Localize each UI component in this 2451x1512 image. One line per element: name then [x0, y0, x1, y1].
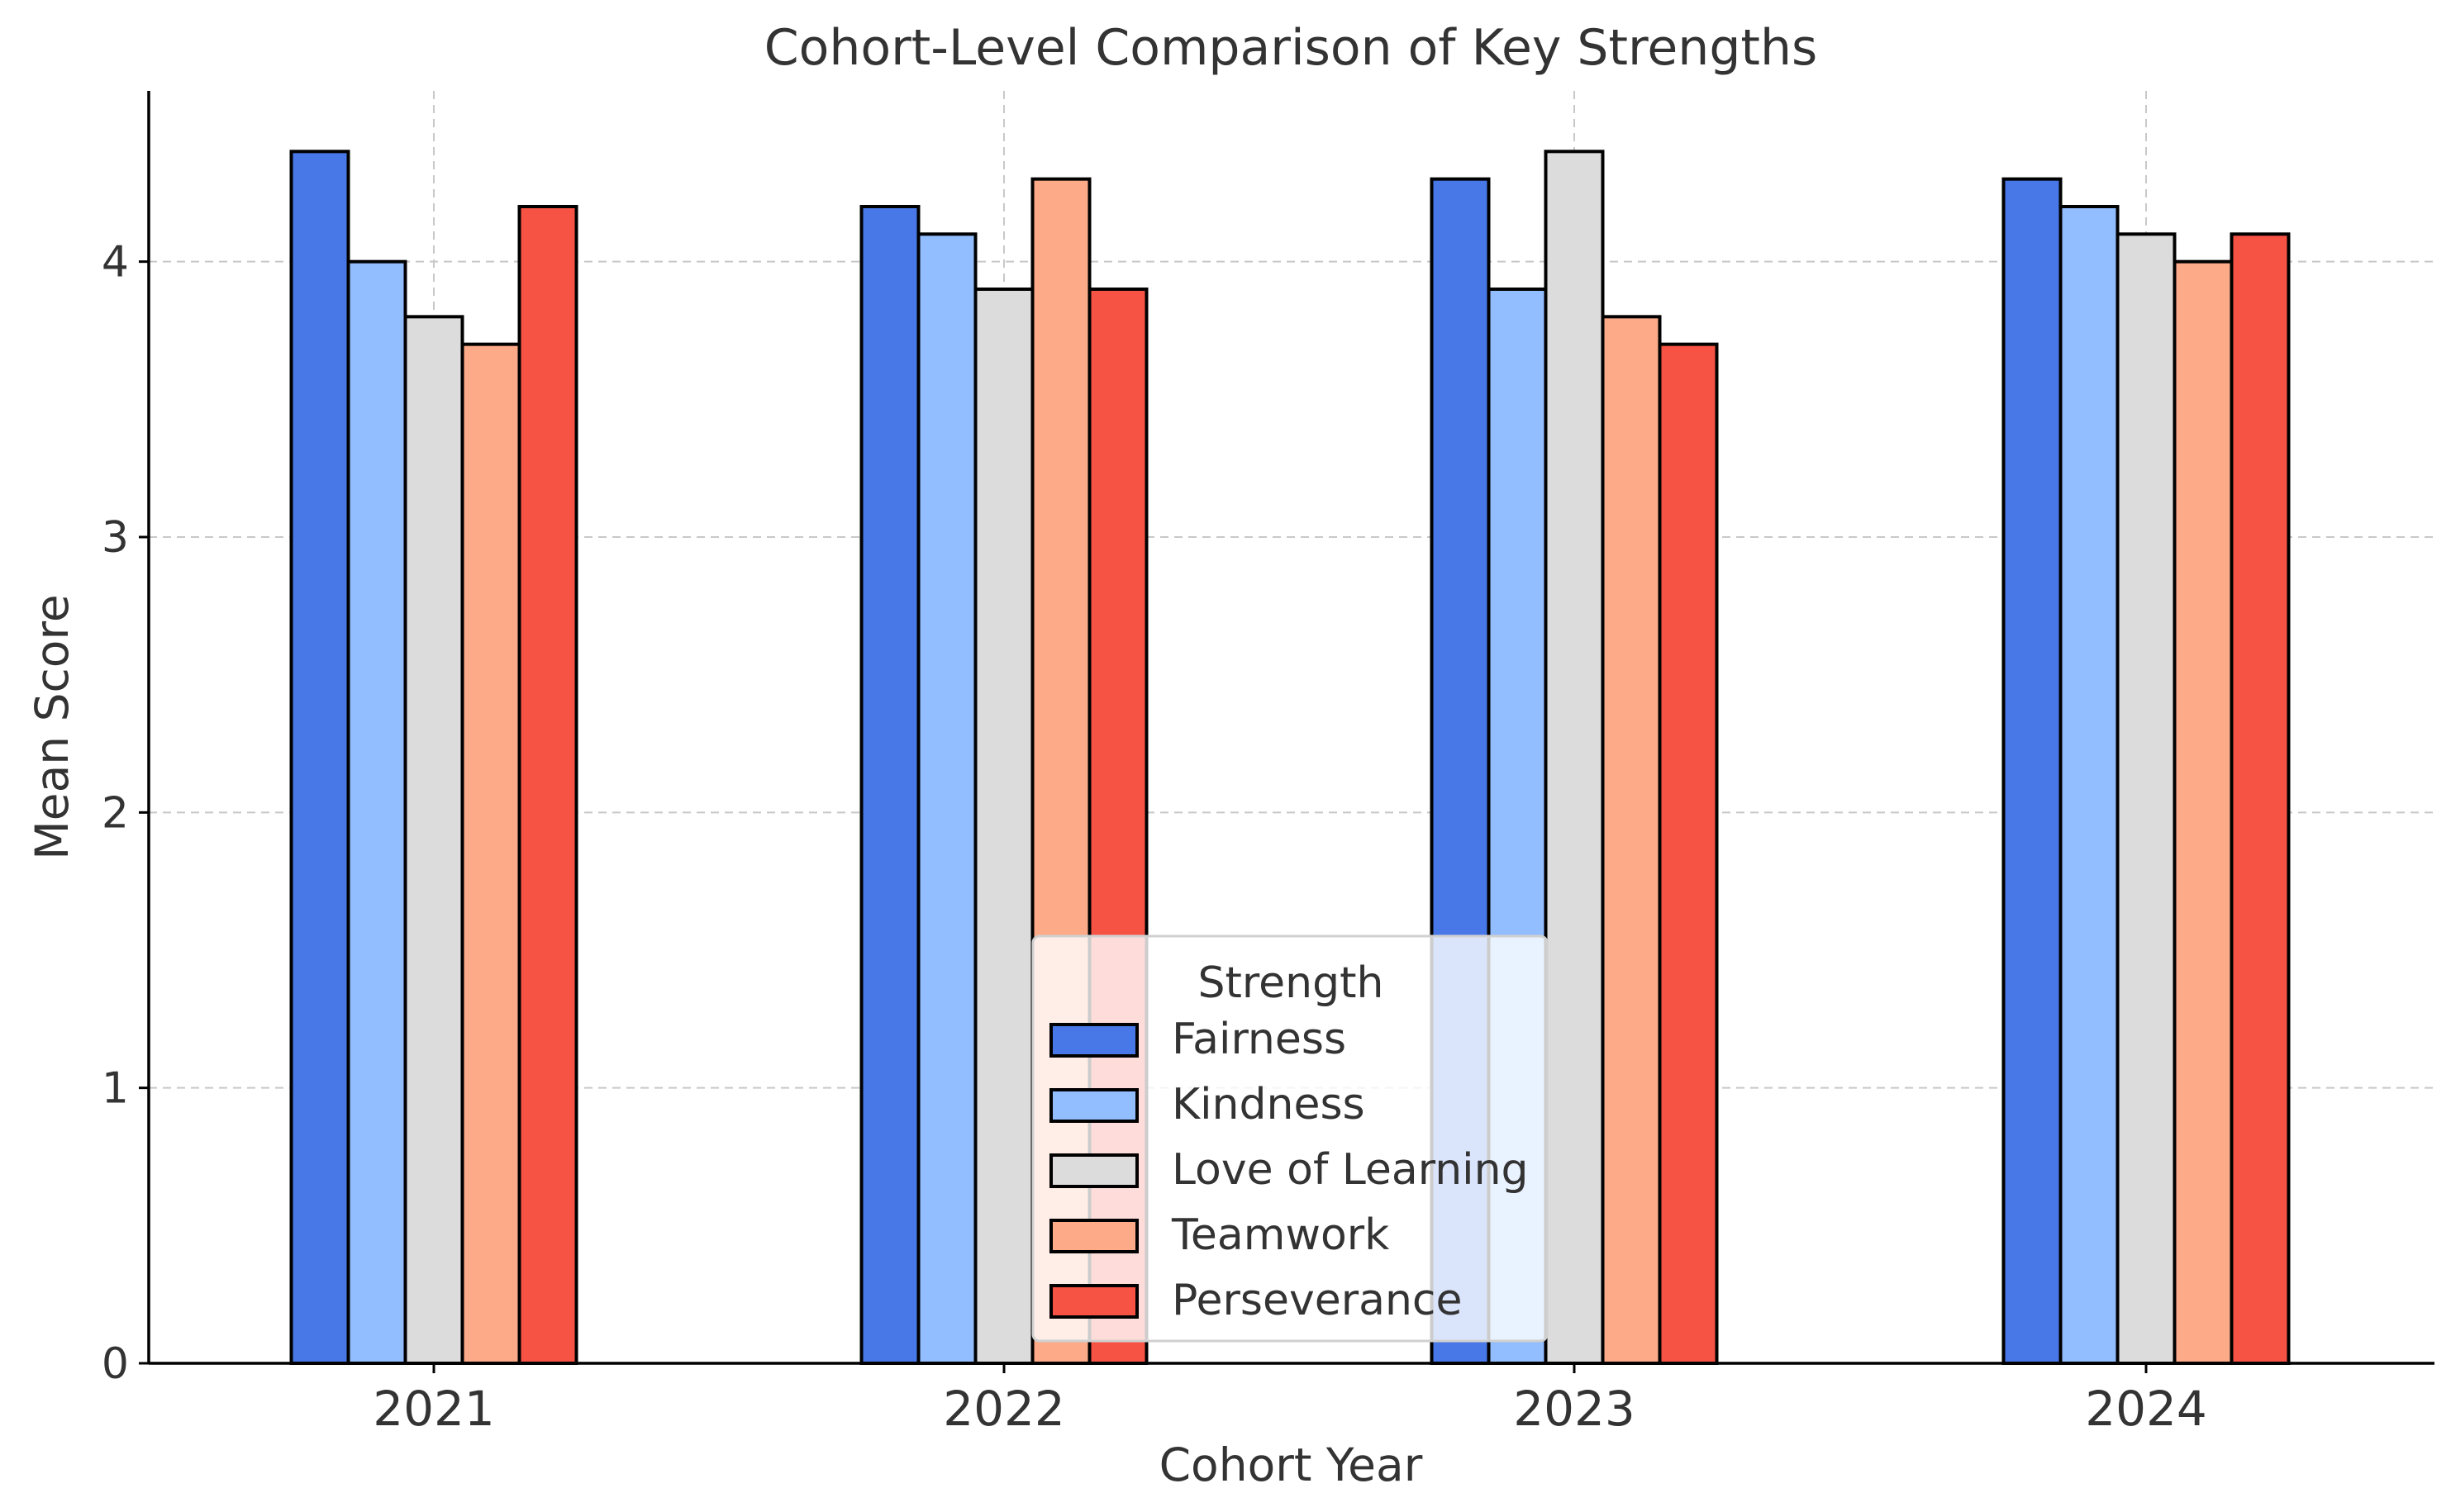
bar-kindness-2021	[346, 259, 407, 1366]
bar-love-of-learning-2021	[403, 315, 464, 1365]
bar-fairness-2024	[2001, 177, 2063, 1366]
legend-label: Perseverance	[1172, 1276, 1463, 1325]
legend-swatch-fairness	[1049, 1023, 1139, 1058]
bar-fairness-2021	[289, 150, 350, 1365]
bar-perseverance-2021	[517, 205, 578, 1365]
y-tick-label: 3	[102, 513, 129, 563]
legend-box	[1031, 934, 1549, 1343]
x-tick-label: 2024	[2085, 1381, 2207, 1437]
chart-title: Cohort-Level Comparison of Key Strengths	[764, 19, 1818, 77]
bar-love-of-learning-2024	[2115, 232, 2177, 1365]
legend-swatch-perseverance	[1049, 1284, 1139, 1319]
bar-teamwork-2021	[460, 342, 521, 1366]
bar-fairness-2022	[859, 205, 921, 1365]
y-axis-label: Mean Score	[26, 594, 79, 859]
legend-swatch-love-of-learning	[1049, 1153, 1139, 1188]
legend-label: Love of Learning	[1172, 1145, 1529, 1195]
legend-swatch-teamwork	[1049, 1219, 1139, 1253]
bar-perseverance-2023	[1658, 342, 1719, 1366]
legend-items: Fairness Kindness Love of Learning Teamwork…	[1049, 1015, 1529, 1325]
bar-love-of-learning-2023	[1544, 150, 1605, 1365]
x-tick-label: 2022	[943, 1381, 1065, 1437]
legend-label: Teamwork	[1171, 1210, 1389, 1260]
y-tick-label: 0	[102, 1339, 129, 1389]
bar-kindness-2022	[916, 232, 978, 1365]
bar-teamwork-2024	[2173, 259, 2234, 1366]
bar-love-of-learning-2022	[973, 288, 1035, 1365]
y-tick-label: 4	[102, 238, 129, 288]
axes: 0 1 2 3 4 2021 2022 2023 2024	[102, 91, 2434, 1437]
x-tick-label: 2021	[373, 1381, 495, 1437]
y-tick-label: 2	[102, 788, 129, 838]
bar-perseverance-2024	[2230, 232, 2291, 1365]
bar-kindness-2024	[2058, 205, 2120, 1365]
legend-label: Kindness	[1172, 1080, 1365, 1129]
legend: Strength Fairness Kindness Love of Learnin…	[1031, 934, 1549, 1343]
legend-title: Strength	[1198, 958, 1384, 1008]
bar-teamwork-2023	[1601, 315, 1662, 1365]
y-tick-label: 1	[102, 1064, 129, 1114]
legend-label: Fairness	[1172, 1015, 1346, 1064]
x-axis-label: Cohort Year	[1159, 1438, 1423, 1491]
legend-swatch-kindness	[1049, 1088, 1139, 1123]
x-tick-label: 2023	[1513, 1381, 1635, 1437]
